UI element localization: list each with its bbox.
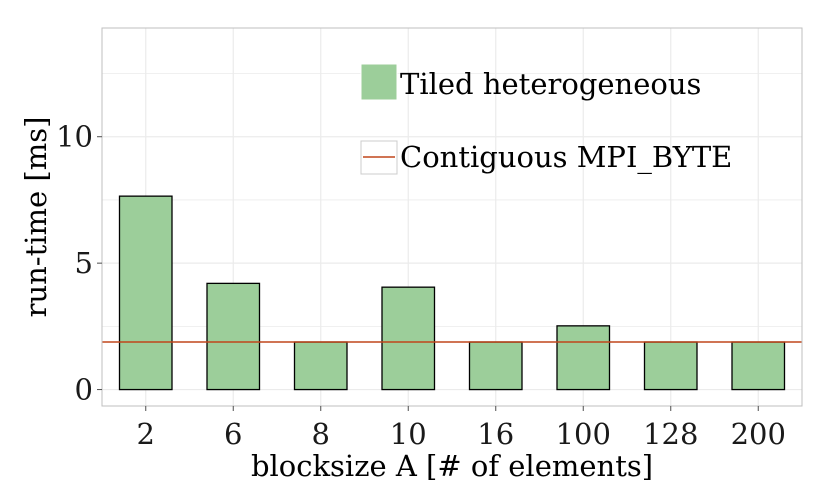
x-tick-label: 200 xyxy=(731,417,786,451)
bar xyxy=(643,341,698,391)
x-tick-label: 100 xyxy=(556,417,611,451)
legend-label-bars: Tiled heterogeneous xyxy=(400,67,701,101)
x-tick-label: 10 xyxy=(390,417,427,451)
y-tick-label: 0 xyxy=(75,373,93,407)
plot-panel xyxy=(101,27,803,407)
legend-label-line: Contiguous MPI_BYTE xyxy=(400,140,732,175)
plot-panel-border xyxy=(101,27,803,407)
x-tick-label: 6 xyxy=(224,417,242,451)
y-axis-title: run-time [ms] xyxy=(19,117,53,318)
x-tick-label: 16 xyxy=(477,417,514,451)
bar xyxy=(293,341,348,391)
bar xyxy=(468,341,523,391)
x-axis: 2 6 8 10 16 100 128 200 xyxy=(137,406,786,451)
bars xyxy=(118,195,786,391)
bar xyxy=(381,286,436,391)
bar xyxy=(206,282,261,391)
legend-item-bars: Tiled heterogeneous xyxy=(360,63,701,101)
x-tick-label: 128 xyxy=(643,417,698,451)
legend-item-line: Contiguous MPI_BYTE xyxy=(360,140,732,175)
y-axis: 0 5 10 xyxy=(56,120,102,407)
legend: Tiled heterogeneous Contiguous MPI_BYTE xyxy=(360,63,732,175)
bar xyxy=(731,341,786,391)
bar xyxy=(118,195,173,391)
bar xyxy=(556,325,611,391)
legend-key-bars xyxy=(360,63,398,101)
x-tick-label: 2 xyxy=(137,417,155,451)
y-tick-label: 10 xyxy=(56,120,93,154)
y-tick-label: 5 xyxy=(75,246,93,280)
x-tick-label: 8 xyxy=(312,417,330,451)
x-axis-title: blocksize A [# of elements] xyxy=(251,449,653,483)
